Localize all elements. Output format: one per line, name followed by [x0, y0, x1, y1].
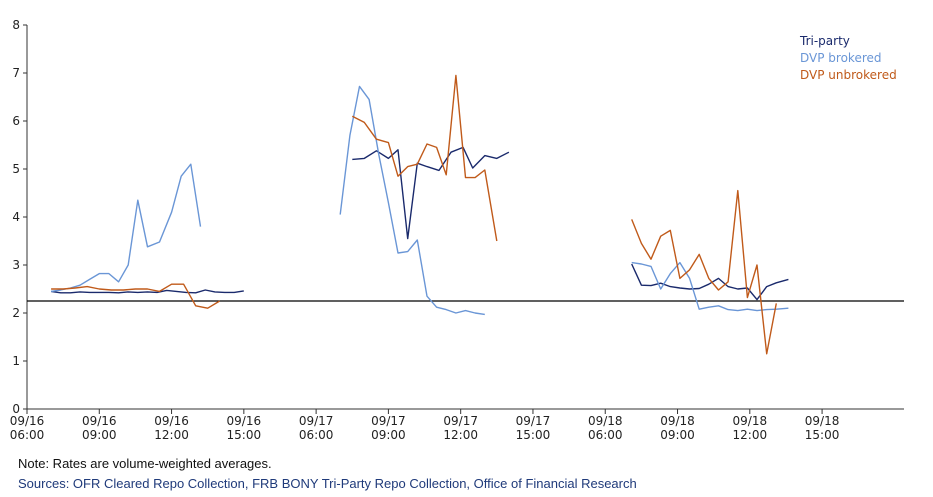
y-tick-label: 3 [12, 258, 20, 272]
y-tick-label: 8 [12, 18, 20, 32]
y-tick-label: 4 [12, 210, 20, 224]
y-tick-label: 6 [12, 114, 20, 128]
x-tick-label-time: 06:00 [10, 428, 45, 442]
y-tick-label: 5 [12, 162, 20, 176]
x-tick-label-time: 09:00 [371, 428, 406, 442]
series-2 [51, 74, 777, 355]
x-tick-label-time: 12:00 [443, 428, 478, 442]
x-tick-label-date: 09/17 [299, 414, 334, 428]
series-1 [50, 85, 789, 316]
x-tick-label-time: 06:00 [299, 428, 334, 442]
x-tick-label-time: 09:00 [660, 428, 695, 442]
series-line [631, 189, 777, 355]
x-tick-label-date: 09/17 [516, 414, 551, 428]
x-tick-label-time: 15:00 [227, 428, 262, 442]
series-line [631, 261, 789, 312]
series-layer [27, 74, 904, 355]
x-tick-label-time: 09:00 [82, 428, 117, 442]
x-tick-label-date: 09/17 [443, 414, 478, 428]
series-line [50, 289, 244, 294]
series-line [631, 263, 789, 301]
x-tick-label-time: 12:00 [733, 428, 768, 442]
x-tick-label-date: 09/16 [10, 414, 45, 428]
series-line [339, 85, 485, 316]
x-tick-label-date: 09/18 [805, 414, 840, 428]
legend-entry: DVP brokered [800, 51, 882, 65]
x-tick-label-time: 15:00 [516, 428, 551, 442]
chart-sources: Sources: OFR Cleared Repo Collection, FR… [18, 476, 637, 491]
series-line [51, 283, 221, 309]
series-line [50, 163, 202, 293]
y-tick-label: 0 [12, 402, 20, 416]
legend: Tri-party DVP brokered DVP unbrokered [799, 34, 897, 82]
series-line [352, 146, 510, 240]
legend-entry: DVP unbrokered [800, 68, 897, 82]
x-tick-label-date: 09/18 [733, 414, 768, 428]
y-tick-label: 1 [12, 354, 20, 368]
x-tick-label-date: 09/16 [154, 414, 189, 428]
series-line [351, 74, 498, 242]
x-tick-label-date: 09/16 [82, 414, 117, 428]
y-tick-label: 7 [12, 66, 20, 80]
x-tick-label-date: 09/18 [660, 414, 695, 428]
legend-entry: Tri-party [799, 34, 850, 48]
series-0 [50, 146, 789, 301]
x-tick-label-time: 12:00 [154, 428, 189, 442]
x-tick-label-time: 15:00 [805, 428, 840, 442]
x-tick-label-date: 09/17 [371, 414, 406, 428]
y-tick-label: 2 [12, 306, 20, 320]
x-tick-label-date: 09/18 [588, 414, 623, 428]
x-tick-label-date: 09/16 [227, 414, 262, 428]
axes: 01234567809/1606:0009/1609:0009/1612:000… [10, 18, 904, 442]
x-tick-label-time: 06:00 [588, 428, 623, 442]
line-chart: 01234567809/1606:0009/1609:0009/1612:000… [10, 18, 904, 442]
chart-note: Note: Rates are volume-weighted averages… [18, 456, 272, 471]
